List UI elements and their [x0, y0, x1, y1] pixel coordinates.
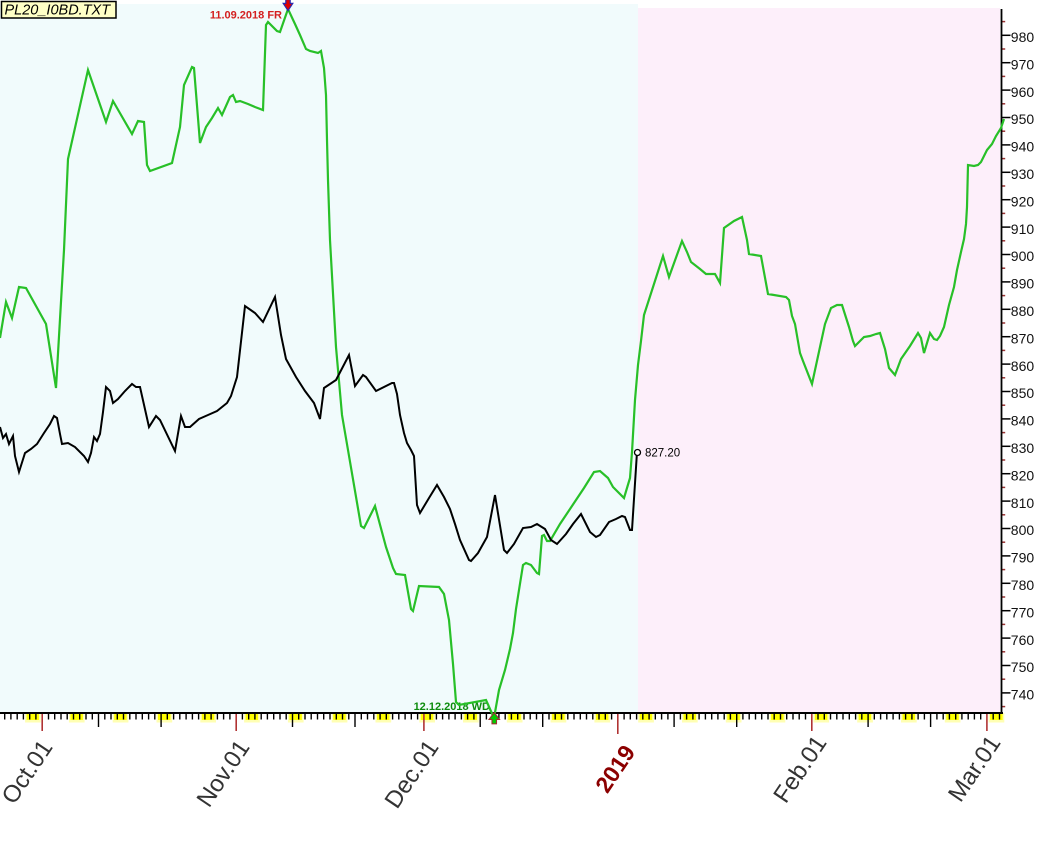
svg-text:740: 740 — [1011, 687, 1035, 703]
svg-text:920: 920 — [1011, 193, 1035, 209]
svg-text:930: 930 — [1011, 166, 1035, 182]
svg-text:PL20_I0BD.TXT: PL20_I0BD.TXT — [5, 3, 112, 19]
svg-text:900: 900 — [1011, 248, 1035, 264]
svg-text:830: 830 — [1011, 440, 1035, 456]
svg-text:760: 760 — [1011, 632, 1035, 648]
svg-text:890: 890 — [1011, 276, 1035, 292]
svg-text:970: 970 — [1011, 56, 1035, 72]
svg-text:870: 870 — [1011, 330, 1035, 346]
svg-text:840: 840 — [1011, 413, 1035, 429]
svg-text:960: 960 — [1011, 84, 1035, 100]
svg-text:827.20: 827.20 — [645, 448, 680, 460]
svg-text:910: 910 — [1011, 221, 1035, 237]
svg-text:790: 790 — [1011, 550, 1035, 566]
svg-text:780: 780 — [1011, 577, 1035, 593]
svg-text:770: 770 — [1011, 604, 1035, 620]
svg-text:820: 820 — [1011, 467, 1035, 483]
svg-text:940: 940 — [1011, 139, 1035, 155]
svg-text:810: 810 — [1011, 495, 1035, 511]
svg-text:880: 880 — [1011, 303, 1035, 319]
svg-text:980: 980 — [1011, 29, 1035, 45]
svg-text:950: 950 — [1011, 111, 1035, 127]
svg-text:850: 850 — [1011, 385, 1035, 401]
svg-text:800: 800 — [1011, 522, 1035, 538]
svg-text:860: 860 — [1011, 358, 1035, 374]
svg-text:12.12.2018 WD: 12.12.2018 WD — [414, 701, 490, 713]
svg-text:11.09.2018 FR: 11.09.2018 FR — [210, 10, 282, 22]
svg-text:750: 750 — [1011, 659, 1035, 675]
